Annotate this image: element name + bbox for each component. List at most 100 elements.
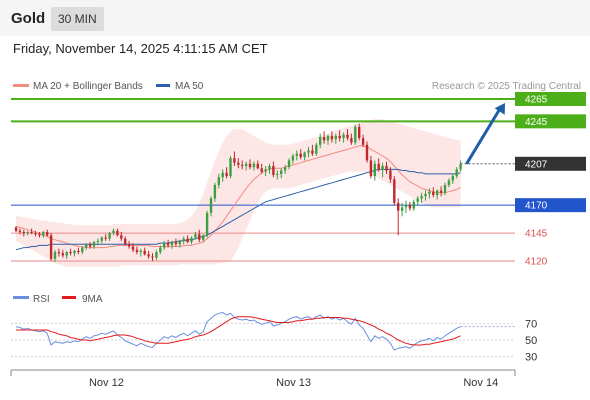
level-label-4120: 4120 [525, 257, 548, 268]
candle-body [350, 138, 353, 143]
candle-body [65, 252, 68, 256]
candle-body [455, 169, 458, 177]
candle-body [112, 230, 115, 233]
candle-body [127, 244, 131, 247]
candle-body [276, 173, 279, 175]
candle-body [447, 180, 451, 186]
candle-body [369, 160, 373, 176]
candle-body [85, 244, 88, 248]
candle-body [61, 253, 64, 256]
candle-body [248, 163, 252, 168]
candle-body [202, 235, 205, 240]
candle-body [194, 234, 197, 238]
candle-body [287, 160, 291, 168]
candle-body [424, 194, 427, 197]
rsi-tick-label: 70 [525, 318, 537, 330]
candle-body [338, 135, 341, 139]
candle-body [30, 232, 33, 234]
candle-body [38, 234, 41, 236]
candle-body [139, 250, 142, 252]
candle-body [295, 153, 298, 156]
candle-body [428, 191, 431, 194]
candle-body [116, 230, 119, 236]
candle-body [124, 238, 127, 245]
rsi-legend-swatch [13, 296, 29, 299]
ma9-legend-label: 9MA [82, 294, 103, 305]
candle-body [283, 167, 287, 171]
candle-body [307, 150, 310, 153]
candle-body [147, 254, 150, 257]
candle-body [205, 213, 209, 236]
candle-body [459, 163, 462, 170]
ma50-legend-label: MA 50 [175, 81, 204, 92]
level-label-4170: 4170 [525, 201, 548, 212]
level-label-4207: 4207 [525, 159, 548, 170]
candle-body [217, 177, 220, 185]
candle-body [178, 240, 181, 245]
candle-body [108, 233, 111, 239]
candle-body [408, 205, 412, 209]
candle-body [443, 185, 447, 193]
forecast-arrow [465, 102, 505, 165]
candle-body [311, 150, 314, 154]
candle-body [81, 247, 84, 253]
candle-body [264, 169, 267, 172]
candle-body [416, 198, 419, 202]
candle-body [155, 252, 158, 258]
candle-body [381, 166, 384, 170]
candle-body [291, 156, 295, 161]
price-legend: MA 20 + Bollinger Bands MA 50 Research © 2… [13, 81, 581, 92]
candle-body [143, 250, 146, 255]
candle-body [190, 237, 193, 242]
chart-datetime: Friday, November 14, 2025 4:11:15 AM CET [13, 41, 268, 56]
candle-body [225, 172, 228, 177]
candles [14, 123, 462, 263]
level-label-4245: 4245 [525, 117, 548, 128]
x-axis: Nov 12 Nov 13 Nov 14 [10, 369, 516, 389]
candle-body [315, 144, 318, 154]
candle-body [77, 250, 80, 252]
level-label-4265: 4265 [525, 94, 548, 105]
candle-body [100, 237, 103, 241]
level-tag-4170 [515, 198, 586, 213]
candle-body [163, 243, 166, 248]
x-tick-label: Nov 12 [89, 377, 124, 389]
rsi-legend-label: RSI [33, 294, 50, 305]
candle-body [186, 238, 189, 243]
candle-body [397, 202, 400, 211]
rsi-panel: RSI 9MA 70 50 30 [11, 294, 537, 364]
candle-body [244, 163, 248, 166]
level-labels: 4265 4245 4207 4170 4145 4120 [515, 91, 586, 268]
forecast-arrow-head [494, 102, 505, 115]
candle-body [182, 238, 185, 241]
candle-body [346, 134, 349, 139]
rsi-tick-label: 50 [525, 335, 537, 347]
candle-body [73, 250, 76, 254]
credit-text: Research © 2025 Trading Central [432, 81, 581, 92]
candle-body [120, 235, 123, 239]
candle-body [404, 205, 408, 208]
candle-body [393, 179, 396, 203]
candle-body [358, 126, 361, 139]
candle-body [256, 163, 259, 169]
rsi-tick-label: 30 [525, 352, 537, 364]
rsi-line [15, 311, 461, 351]
candle-body [354, 126, 357, 143]
timeframe-badge[interactable]: 30 MIN [51, 7, 104, 31]
candle-body [334, 135, 337, 140]
candle-body [57, 252, 61, 254]
candle-body [319, 137, 322, 145]
candle-body [14, 227, 18, 231]
x-tick-label: Nov 14 [463, 377, 498, 389]
candle-body [385, 166, 388, 171]
level-lines [11, 97, 515, 262]
candle-body [439, 190, 443, 193]
candle-body [252, 163, 256, 168]
candle-body [198, 234, 201, 240]
candle-body [420, 196, 423, 199]
level-tag-4265 [515, 91, 586, 106]
candle-body [233, 158, 236, 163]
candle-body [268, 166, 271, 170]
candle-body [104, 237, 107, 239]
candle-body [209, 198, 213, 213]
